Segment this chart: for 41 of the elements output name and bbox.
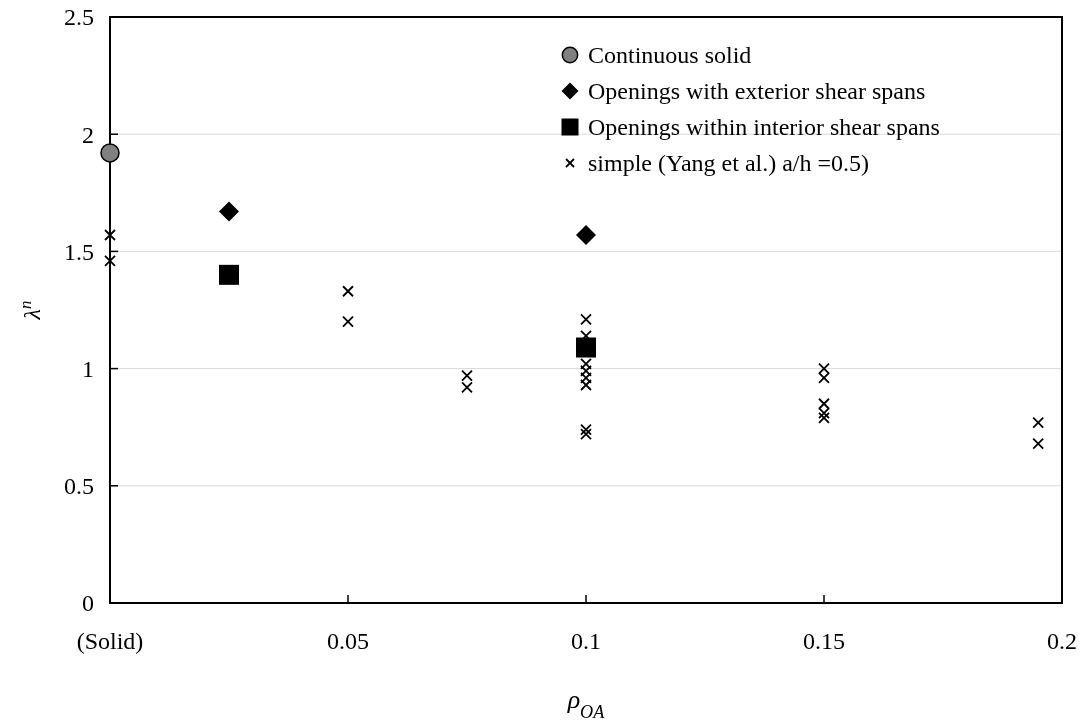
- point: [576, 337, 596, 358]
- point: [576, 224, 596, 245]
- point: [104, 254, 116, 267]
- x-tick-label: 0.15: [803, 628, 845, 654]
- point: [580, 372, 592, 384]
- legend-label: simple (Yang et al.) a/h =0.5): [588, 150, 870, 177]
- x-tick-label: (Solid): [76, 628, 144, 654]
- point: [342, 315, 354, 328]
- legend-label: Openings with exterior shear spans: [588, 78, 926, 105]
- point: [818, 407, 830, 420]
- x-axis-title: ρ$_{OA}$: [566, 685, 606, 722]
- y-tick-label: 1.5: [64, 238, 94, 265]
- point: [1032, 437, 1045, 450]
- point: [219, 201, 239, 222]
- y-tick-label: 0: [82, 590, 94, 617]
- y-tick-label: 2.5: [64, 4, 94, 31]
- point: [818, 411, 830, 424]
- y-tick-label: 1: [82, 356, 94, 382]
- point: [580, 423, 592, 436]
- point: [342, 285, 354, 298]
- point: [580, 313, 592, 326]
- point: [580, 379, 592, 391]
- y-tick-label: 0.5: [64, 473, 94, 500]
- y-tick-label: 2: [82, 121, 94, 148]
- point: [104, 229, 116, 241]
- point: [461, 369, 473, 382]
- legend-label: Continuous solid: [588, 42, 752, 69]
- point: [818, 397, 830, 410]
- point: [461, 381, 473, 394]
- legend-label: Openings within interior shear spans: [588, 114, 940, 141]
- point: [818, 372, 830, 384]
- point: [1032, 416, 1045, 429]
- point: [100, 143, 120, 163]
- point: [818, 362, 830, 375]
- point: [580, 365, 592, 377]
- point: [219, 264, 239, 285]
- point: [580, 358, 592, 370]
- x-tick-label: 0.2: [1047, 628, 1077, 654]
- x-tick-label: 0.05: [327, 628, 369, 654]
- point: [580, 428, 592, 441]
- x-tick-label: 0.1: [571, 628, 601, 654]
